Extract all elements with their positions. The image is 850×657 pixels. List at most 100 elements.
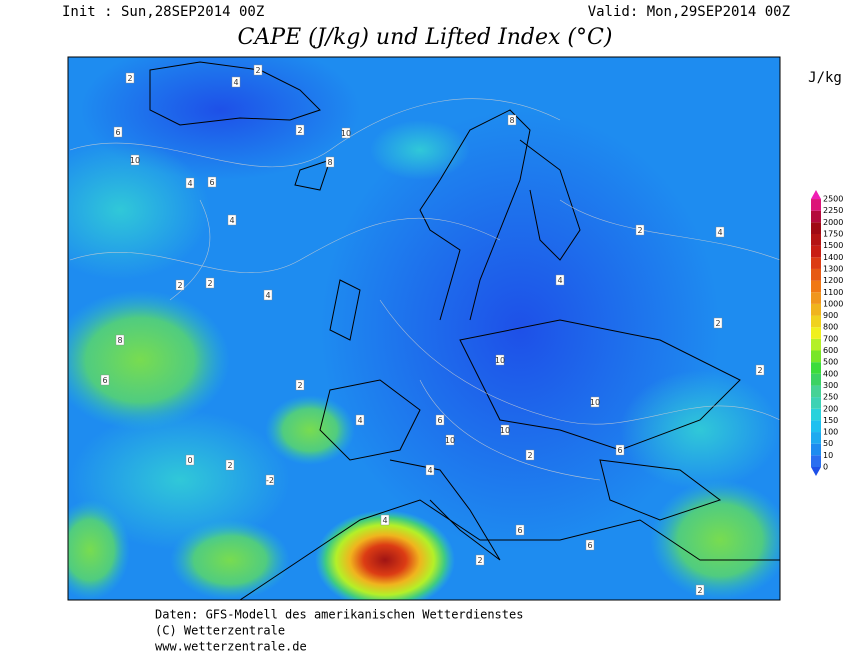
colorbar-label: 50 [823, 439, 833, 448]
contour-label-box [355, 414, 365, 426]
contour-label: 6 [209, 178, 214, 187]
colorbar-label: 1100 [823, 288, 843, 297]
contour-label-box [207, 176, 217, 188]
contour-label: 2 [297, 381, 302, 390]
colorbar-label: 150 [823, 416, 838, 425]
colorbar-label: 2000 [823, 218, 843, 227]
colorbar-band [811, 199, 821, 211]
contour-label: 6 [102, 376, 107, 385]
colorbar-label: 700 [823, 334, 838, 343]
contour-label-box [227, 214, 237, 226]
contour-label-box [380, 514, 390, 526]
colorbar-label: 2500 [823, 195, 843, 204]
contour-label: 4 [187, 179, 192, 188]
contours [69, 98, 780, 481]
colorbar-label: 100 [823, 428, 838, 437]
contour-label: 2 [757, 366, 762, 375]
contour-label-box [555, 274, 565, 286]
colorbar-band [811, 408, 821, 421]
contour-label: 4 [265, 291, 270, 300]
contour-label: 8 [509, 116, 514, 125]
colorbar-label: 0 [823, 463, 828, 472]
colorbar-label: 600 [823, 346, 838, 355]
contour-label: -2 [266, 476, 274, 485]
contour-label-box [130, 154, 140, 166]
contour-label-box [295, 379, 305, 391]
colorbar-band [811, 362, 821, 374]
map-title: CAPE (J/kg) und Lifted Index (°C) [238, 25, 613, 50]
contour-label-box [225, 459, 235, 471]
contour-label-box [507, 114, 517, 126]
colorbar-label: 1000 [823, 299, 843, 308]
colorbar-band [811, 443, 821, 456]
colorbar-label: 900 [823, 311, 838, 320]
colorbar-label: 500 [823, 358, 838, 367]
contour-label: 2 [715, 319, 720, 328]
colorbar-unit: J/kg [808, 70, 842, 86]
colorbar-band [811, 432, 821, 444]
colorbar-band [811, 292, 821, 304]
colorbar-band [811, 234, 821, 246]
contour-label: 4 [357, 416, 362, 425]
colorbar-band [811, 327, 821, 339]
contour-label: 10 [500, 426, 510, 435]
colorbar-band [811, 420, 821, 433]
map-frame [67, 56, 781, 601]
map-field: 2 4 2 6 8 10 2 4 6 4 2 8 10 6 4 2 10 10 10 6 4 2 4 2 0 2 -2 4 6 2 4 2 6 8… [68, 57, 780, 600]
contour-label-box [515, 524, 525, 536]
contour-label-box [231, 76, 241, 88]
contour-label-box [615, 444, 625, 456]
contour-label: 2 [637, 226, 642, 235]
valid-time: Valid: Mon,29SEP2014 00Z [588, 4, 790, 20]
contour-label-box [341, 127, 351, 139]
contour-label: 4 [557, 276, 562, 285]
contour-label: 2 [255, 66, 260, 75]
contour-label: 10 [495, 356, 505, 365]
contour-label-box [175, 279, 185, 291]
contour-label: 2 [177, 281, 182, 290]
contour-label: 4 [382, 516, 387, 525]
contour-label: 2 [697, 586, 702, 595]
colorbar-band [811, 455, 821, 467]
contour-label: 6 [517, 526, 522, 535]
colorbar-band [811, 385, 821, 398]
contour-label-box [125, 72, 135, 84]
colorbar-label: 1200 [823, 276, 843, 285]
contour-label-box [713, 317, 723, 329]
contour-label-box [635, 224, 645, 236]
colorbar-band [811, 373, 821, 386]
contour-label: 2 [227, 461, 232, 470]
contour-label: 6 [587, 541, 592, 550]
colorbar-label: 200 [823, 404, 838, 413]
colorbar-band [811, 303, 821, 316]
contour-label: 2 [207, 279, 212, 288]
contour-label-box [253, 64, 263, 76]
contour-label-box [445, 434, 455, 446]
colorbar-label: 1750 [823, 230, 843, 239]
contour-label: 4 [233, 78, 238, 87]
colorbar-below [811, 467, 821, 476]
contour-label-box [115, 334, 125, 346]
contour-label: 6 [437, 416, 442, 425]
contour-label: 10 [590, 398, 600, 407]
contour-label: 8 [327, 158, 332, 167]
contour-label-box [495, 354, 505, 366]
contour-label: 10 [445, 436, 455, 445]
colorbar-label: 400 [823, 369, 838, 378]
contour-label-box [185, 177, 195, 189]
contour-label-box [475, 554, 485, 566]
contour-label: 8 [117, 336, 122, 345]
contour-label-box [265, 474, 275, 486]
colorbar-top [811, 190, 821, 200]
colorbar-band [811, 245, 821, 258]
colorbar-label: 300 [823, 381, 838, 390]
colorbar-label: 1300 [823, 264, 843, 273]
colorbar-label: 1500 [823, 241, 843, 250]
colorbar-band [811, 397, 821, 409]
contour-label: 10 [130, 156, 140, 165]
contour-label: 10 [341, 129, 351, 138]
contour-label-box [100, 374, 110, 386]
contour-label: 2 [477, 556, 482, 565]
